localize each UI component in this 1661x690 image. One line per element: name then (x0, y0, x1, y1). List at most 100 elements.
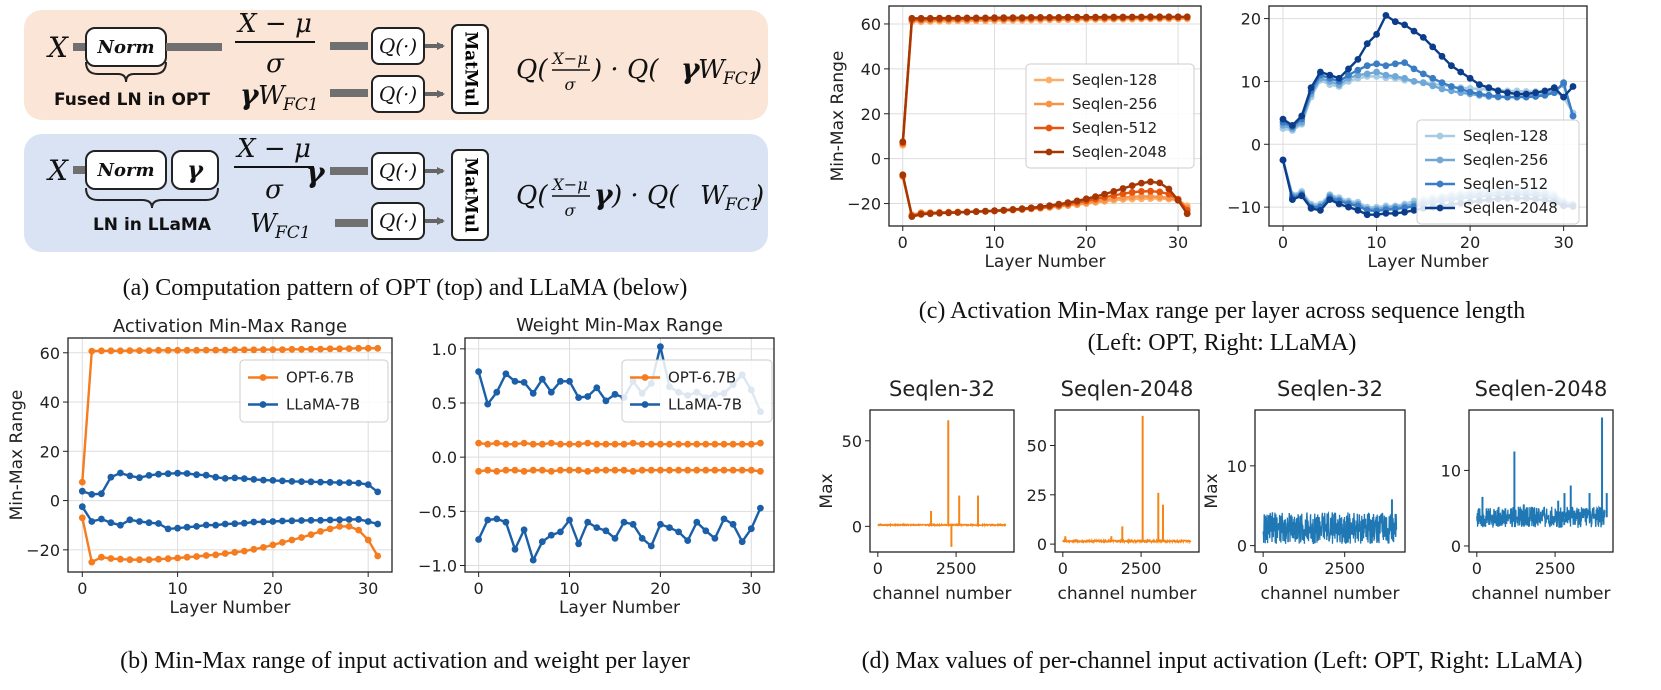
legend-item: Seqlen-128 (1034, 71, 1157, 89)
data-point (1401, 59, 1408, 66)
legend-item: Seqlen-512 (1034, 119, 1157, 137)
data-point (98, 347, 105, 355)
data-point (1138, 179, 1145, 187)
data-point (345, 516, 353, 523)
legend-marker (641, 374, 649, 381)
legend-item: Seqlen-2048 (1425, 199, 1558, 217)
data-point (1560, 93, 1567, 101)
data-point (136, 518, 143, 525)
data-point (279, 477, 286, 485)
data-point (326, 345, 334, 353)
data-point (193, 346, 201, 354)
series-opt-6.7b-0 (78, 344, 382, 486)
x-axis-label: Layer Number (559, 598, 680, 618)
data-point (1018, 14, 1026, 22)
llama-quant-label-1: Q(·) (379, 159, 417, 183)
data-point (899, 171, 907, 179)
data-point (212, 473, 220, 481)
data-point (107, 347, 115, 355)
data-point (279, 517, 286, 525)
chart-opt-seqlen-32-max: 0 2500 0 50 Seqlen-32 channel number Max (817, 377, 1015, 604)
data-point (1438, 85, 1446, 93)
legend-item: Seqlen-256 (1425, 151, 1548, 169)
data-point (145, 519, 153, 527)
data-point (702, 466, 710, 474)
x-tick-label: 30 (1553, 233, 1573, 252)
data-point (240, 475, 248, 482)
legend-item: LLaMA-7B (248, 396, 360, 414)
data-point (107, 473, 115, 481)
data-point (1156, 193, 1164, 201)
y-tick-label: 10 (1227, 457, 1247, 476)
data-point (374, 488, 382, 496)
data-point (1476, 90, 1483, 98)
caption-a: (a) Computation pattern of OPT (top) and… (123, 275, 688, 301)
data-point (260, 346, 267, 353)
data-point (212, 346, 220, 354)
channel-trace (877, 522, 1007, 529)
llama-quant-box-2 (371, 202, 425, 240)
data-point (602, 440, 610, 448)
data-point (620, 440, 628, 448)
data-point (1410, 27, 1418, 35)
data-point (991, 14, 998, 22)
data-point (107, 519, 115, 527)
legend-marker (1045, 76, 1053, 84)
data-point (1410, 78, 1418, 85)
data-point (231, 346, 239, 354)
caption-c-line2: (Left: OPT, Right: LLaMA) (1088, 330, 1357, 356)
data-point (212, 551, 220, 559)
data-point (1494, 93, 1502, 100)
legend-label: LLaMA-7B (668, 396, 742, 414)
data-point (1391, 73, 1399, 80)
data-point (1401, 21, 1408, 29)
data-point (963, 14, 971, 22)
data-point (78, 487, 86, 495)
x-tick-label: 0 (898, 233, 908, 252)
series-seqlen-2048-7 (899, 171, 1191, 221)
llama-output-num: X−μ (550, 175, 587, 194)
data-point (240, 346, 248, 354)
x-tick-label: 10 (1366, 233, 1386, 252)
data-point (288, 478, 296, 485)
data-point (638, 466, 646, 474)
data-point (364, 344, 372, 352)
data-point (1110, 188, 1118, 195)
data-point (1438, 79, 1446, 87)
data-point (1569, 112, 1577, 120)
legend-label: OPT-6.7B (286, 369, 354, 387)
data-point (747, 440, 755, 448)
data-point (757, 467, 764, 475)
caption-c-line1: (c) Activation Min-Max range per layer a… (919, 298, 1525, 324)
llama-input-x: X (46, 154, 69, 187)
data-point (1335, 74, 1343, 82)
data-point (675, 528, 682, 536)
data-point (1476, 81, 1483, 88)
data-point (1382, 71, 1390, 79)
data-point (345, 523, 353, 530)
y-tick-label: 1.0 (432, 340, 457, 359)
y-tick-label: 0 (871, 150, 881, 169)
x-tick-label: 20 (1460, 233, 1480, 252)
data-point (250, 476, 258, 483)
data-point (1082, 195, 1090, 203)
data-point (1354, 206, 1362, 214)
series-line (477, 507, 762, 564)
data-point (231, 474, 239, 482)
data-point (1307, 205, 1315, 212)
data-point (1064, 13, 1072, 21)
data-point (963, 208, 971, 216)
data-point (484, 516, 492, 524)
x-tick-label: 20 (263, 579, 283, 598)
data-point (1128, 13, 1136, 21)
data-point (991, 207, 998, 215)
legend-marker (1436, 180, 1444, 188)
legend-marker (1045, 124, 1053, 132)
legend-label: OPT-6.7B (668, 369, 736, 387)
legend-label: Seqlen-128 (1072, 71, 1157, 89)
data-point (374, 344, 382, 352)
opt-brace (85, 61, 167, 83)
data-point (98, 515, 105, 523)
data-point (1119, 185, 1127, 192)
data-point (738, 538, 746, 546)
